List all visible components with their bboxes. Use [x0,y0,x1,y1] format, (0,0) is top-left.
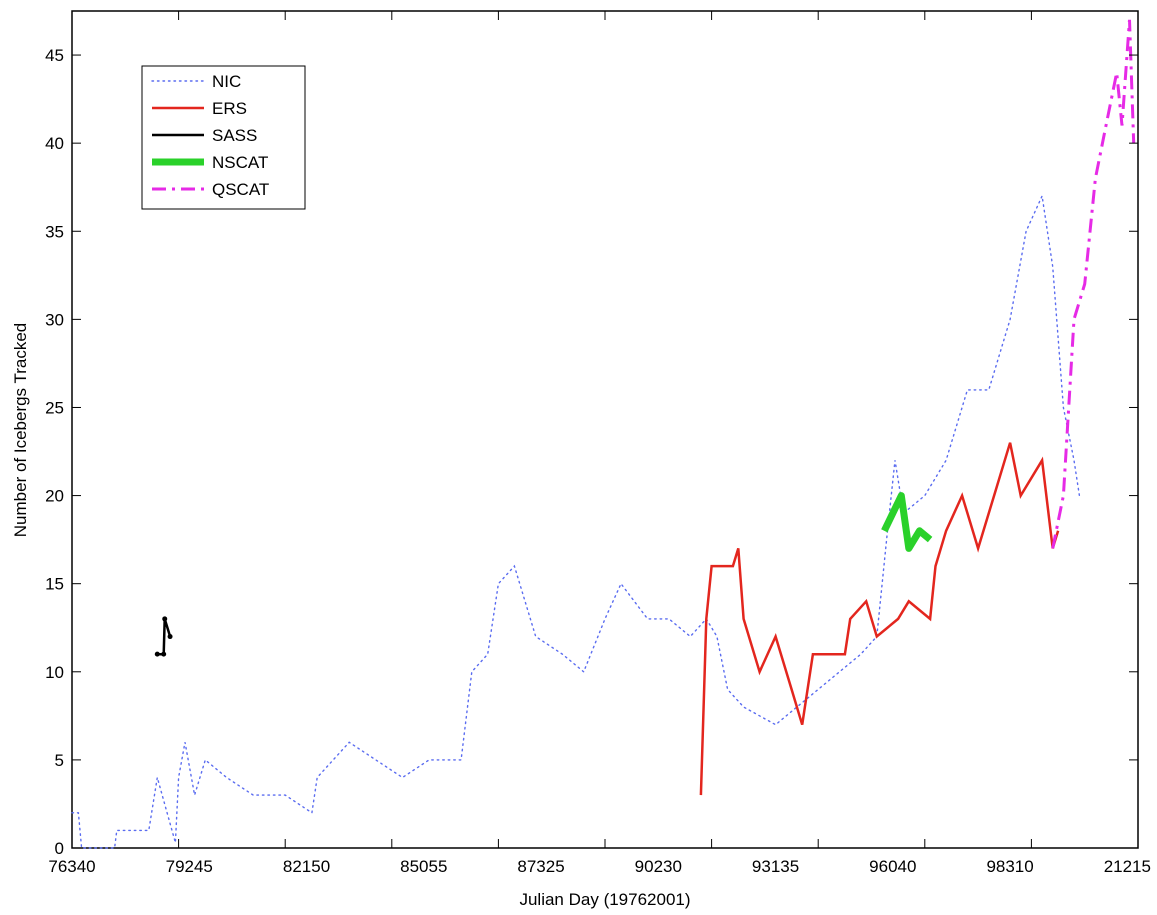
series-line-qscat [1051,19,1136,549]
y-tick-label: 35 [45,222,64,241]
x-tick-label: 90230 [635,857,682,876]
legend-label-sass: SASS [212,126,257,145]
x-tick-label: 79245 [166,857,213,876]
series-point-sass [162,616,168,622]
x-tick-label: 21215 [1104,857,1151,876]
y-tick-label: 5 [55,751,64,770]
x-tick-label: 98310 [986,857,1033,876]
legend: NIC ERS SASS NSCAT QSCAT [141,65,306,210]
y-tick-label: 25 [45,398,64,417]
y-tick-label: 20 [45,487,64,506]
series-line-nic [71,193,1081,849]
x-axis-title: Julian Day (19762001) [519,890,690,909]
legend-items: NIC ERS SASS NSCAT QSCAT [151,72,269,199]
series-point-sass [167,634,173,640]
series-line-nscat [881,492,933,552]
legend-label-ers: ERS [212,99,247,118]
y-tick-label: 40 [45,134,64,153]
series-layer [71,19,1136,849]
x-tick-label: 87325 [517,857,564,876]
y-tick-label: 10 [45,663,64,682]
x-tick-label: 82150 [283,857,330,876]
x-tick-label: 85055 [400,857,447,876]
y-axis-title: Number of Icebergs Tracked [11,323,30,537]
y-tick-label: 0 [55,839,64,858]
series-line-ers [699,442,1060,796]
y-tick-label: 15 [45,575,64,594]
legend-label-qscat: QSCAT [212,180,269,199]
y-axis-ticks: 0 5 10 15 20 25 30 35 40 45 [45,46,1138,858]
series-point-sass [154,651,160,657]
x-tick-label: 93135 [752,857,799,876]
x-tick-label: 76340 [48,857,95,876]
series-point-sass [161,651,167,657]
series-line-sass [157,618,172,656]
y-tick-label: 45 [45,46,64,65]
legend-box [141,65,306,210]
x-axis-ticks: 76340 79245 82150 85055 87325 90230 93135 96040… [48,11,1151,876]
legend-label-nic: NIC [212,72,241,91]
legend-label-nscat: NSCAT [212,153,268,172]
x-tick-label: 96040 [869,857,916,876]
y-tick-label: 30 [45,310,64,329]
